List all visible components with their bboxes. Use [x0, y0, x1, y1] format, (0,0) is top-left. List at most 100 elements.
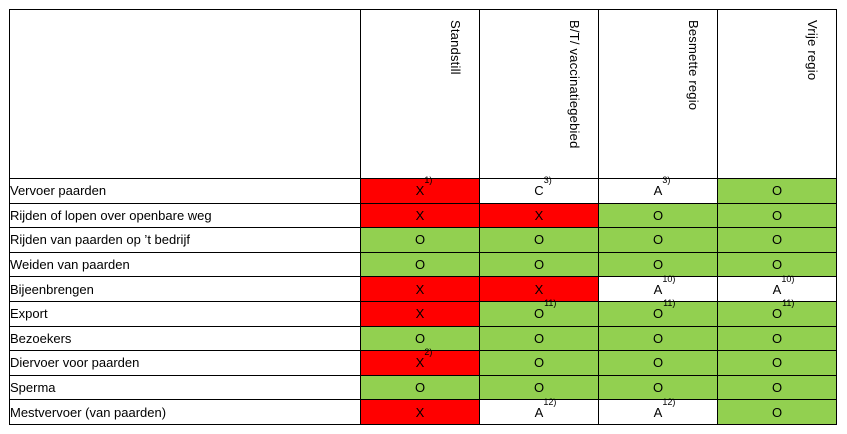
status-cell: X 2): [360, 348, 480, 376]
table-row: Diervoer voor paarden X 2) O O O: [9, 348, 837, 376]
status-cell: O: [717, 399, 837, 425]
status-cell: X: [479, 276, 599, 302]
status-code: O: [772, 257, 782, 272]
status-code: X: [535, 282, 544, 297]
status-code: A 10): [653, 274, 676, 297]
status-code: A 12): [534, 397, 557, 420]
status-letter: O: [771, 330, 783, 346]
footnote-marker: 11): [544, 298, 557, 309]
status-letter: O: [652, 207, 664, 223]
status-code: O: [534, 232, 544, 247]
status-cell: O: [717, 227, 837, 253]
status-letter: A: [653, 183, 663, 199]
status-code: O: [772, 208, 782, 223]
status-code: O: [415, 232, 425, 247]
status-code: X 1): [415, 176, 433, 199]
status-letter: X: [534, 281, 544, 297]
status-code: O 11): [652, 299, 675, 322]
table-row: Weiden van paarden O O O O: [9, 251, 837, 278]
status-code: O: [415, 331, 425, 346]
footnote-marker: 10): [662, 273, 676, 284]
status-letter: O: [414, 380, 426, 396]
status-code: A 12): [653, 397, 676, 420]
row-label: Bijeenbrengen: [9, 276, 361, 302]
column-header-label: B/T/ vaccinatiegebied: [567, 20, 582, 149]
status-letter: A: [534, 404, 544, 420]
status-letter: O: [771, 257, 783, 273]
status-cell: A 10): [598, 274, 718, 302]
status-cell: X: [479, 202, 599, 229]
status-code: O: [653, 355, 663, 370]
status-letter: A: [772, 281, 782, 297]
table-row: Rijden van paarden op ’t bedrijf O O O O: [9, 227, 837, 253]
status-cell: O: [360, 251, 480, 278]
status-letter: O: [414, 232, 426, 248]
status-cell: O 11): [598, 299, 718, 327]
footnote-marker: 11): [782, 298, 795, 309]
status-letter: X: [415, 404, 425, 420]
row-label: Mestvervoer (van paarden): [9, 399, 361, 425]
status-code: X: [416, 306, 425, 321]
status-cell: O: [598, 251, 718, 278]
footnote-marker: 1): [424, 175, 433, 186]
status-letter: O: [533, 232, 545, 248]
column-header-standstill: Standstill: [360, 9, 480, 179]
table-body: Vervoer paarden X 1) C 3) A 3) O Rijden of lopen…: [9, 175, 837, 425]
footnote-marker: 10): [781, 273, 795, 284]
status-cell: X: [360, 399, 480, 425]
footnote-marker: 12): [543, 396, 557, 407]
status-code: O: [534, 380, 544, 395]
status-cell: O: [717, 251, 837, 278]
status-cell: X 1): [360, 176, 480, 204]
status-letter: A: [653, 404, 663, 420]
status-cell: O: [598, 374, 718, 401]
status-cell: O: [360, 374, 480, 401]
status-letter: O: [533, 330, 545, 346]
footnote-marker: 3): [662, 175, 671, 186]
status-code: O: [415, 257, 425, 272]
status-letter: X: [415, 183, 425, 199]
status-letter: O: [414, 257, 426, 273]
status-code: X: [416, 282, 425, 297]
row-label: Sperma: [9, 374, 361, 401]
status-letter: O: [414, 330, 426, 346]
status-code: O: [415, 380, 425, 395]
status-letter: O: [533, 257, 545, 273]
status-code: O: [772, 331, 782, 346]
status-letter: O: [533, 355, 545, 371]
status-letter: X: [415, 306, 425, 322]
row-label: Diervoer voor paarden: [9, 350, 361, 376]
status-code: O: [772, 183, 782, 198]
table-row: Vervoer paarden X 1) C 3) A 3) O: [9, 175, 837, 204]
status-letter: O: [771, 380, 783, 396]
status-code: O: [653, 380, 663, 395]
status-code: O: [772, 355, 782, 370]
status-cell: X: [360, 300, 480, 327]
status-letter: X: [415, 281, 425, 297]
status-letter: O: [771, 404, 783, 420]
status-code: O: [534, 355, 544, 370]
status-cell: O: [717, 350, 837, 376]
table-row: Sperma O O O O: [9, 374, 837, 401]
status-code: X: [535, 208, 544, 223]
status-letter: O: [771, 232, 783, 248]
status-code: C 3): [534, 176, 551, 199]
status-letter: C: [534, 183, 544, 199]
row-label: Bezoekers: [9, 325, 361, 352]
status-letter: A: [653, 281, 663, 297]
status-letter: O: [652, 257, 664, 273]
table-row: Rijden of lopen over openbare weg X X O O: [9, 202, 837, 229]
status-cell: O: [479, 350, 599, 376]
status-letter: O: [652, 380, 664, 396]
status-letter: X: [415, 355, 425, 371]
status-code: O: [534, 257, 544, 272]
status-letter: O: [652, 306, 664, 322]
status-letter: O: [652, 232, 664, 248]
status-letter: O: [771, 207, 783, 223]
status-cell: O: [598, 227, 718, 253]
status-cell: X: [360, 276, 480, 302]
status-cell: O: [598, 350, 718, 376]
status-letter: O: [771, 355, 783, 371]
table-row: Bezoekers O O O O: [9, 325, 837, 352]
footnote-marker: 12): [662, 396, 676, 407]
